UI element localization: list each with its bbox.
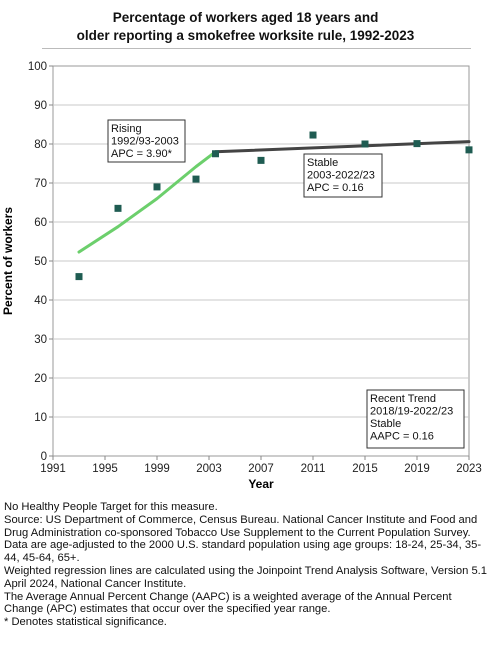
- annotation-text: APC = 0.16: [307, 182, 364, 194]
- x-tick-label: 1991: [40, 463, 66, 475]
- annotation-text: APC = 3.90*: [111, 148, 173, 160]
- annotation-text: AAPC = 0.16: [370, 431, 434, 443]
- y-tick-label: 90: [34, 100, 47, 112]
- y-tick-label: 50: [34, 256, 47, 268]
- y-tick-label: 0: [41, 451, 47, 463]
- x-tick-label: 2015: [352, 463, 378, 475]
- data-points: [75, 131, 473, 281]
- x-tick-label: 1999: [144, 463, 170, 475]
- chart: 0 10 20 30 40 50 60 70 80 90 100 1991 1995 1999 2003 2…: [1, 61, 482, 491]
- annotation-text: Rising: [111, 123, 142, 135]
- chart-title: Percentage of workers aged 18 years and …: [0, 9, 491, 45]
- y-tick-label: 100: [28, 61, 47, 73]
- chart-title-line-2: older reporting a smokefree worksite rul…: [76, 28, 415, 43]
- data-point: [257, 156, 265, 164]
- x-tick-label: 2003: [196, 463, 222, 475]
- annotation-text: Stable: [370, 418, 401, 430]
- x-axis-label: Year: [248, 477, 274, 491]
- data-point: [212, 150, 219, 158]
- x-tick-label: 2011: [301, 463, 326, 475]
- y-axis: 0 10 20 30 40 50 60 70 80 90 100: [28, 61, 53, 463]
- data-point: [413, 140, 421, 148]
- x-tick-label: 2007: [248, 463, 274, 475]
- y-tick-label: 10: [34, 412, 47, 424]
- data-point: [153, 183, 161, 191]
- x-tick-label: 2019: [404, 463, 430, 475]
- y-axis-label: Percent of workers: [1, 207, 15, 315]
- annotation-text: Recent Trend: [370, 393, 436, 405]
- title-divider: [42, 48, 471, 49]
- note-source: Source: US Department of Commerce, Censu…: [4, 513, 478, 539]
- y-tick-label: 60: [34, 217, 47, 229]
- annotation-text: 2003-2022/23: [307, 170, 375, 182]
- annotation-text: 1992/93-2003: [111, 136, 179, 148]
- trend-line-rising: [77, 150, 217, 254]
- data-point: [75, 273, 83, 281]
- note-target: No Healthy People Target for this measur…: [4, 501, 218, 513]
- y-tick-label: 20: [34, 373, 47, 385]
- note-regression: Weighted regression lines are calculated…: [4, 564, 487, 590]
- x-tick-label: 2023: [456, 463, 482, 475]
- data-point: [465, 146, 473, 154]
- y-tick-label: 30: [34, 334, 47, 346]
- note-age-adjustment: Data are age-adjusted to the 2000 U.S. s…: [4, 539, 482, 565]
- data-point: [361, 140, 369, 148]
- note-significance: * Denotes statistical significance.: [4, 616, 167, 629]
- annotation-text: Stable: [307, 157, 338, 169]
- x-axis: 1991 1995 1999 2003 2007 2011 2015 2019 2023: [40, 456, 482, 475]
- trend-lines: [77, 140, 471, 254]
- data-point: [192, 175, 200, 183]
- data-point: [309, 131, 317, 139]
- chart-title-line-1: Percentage of workers aged 18 years and: [112, 10, 379, 25]
- x-tick-label: 1995: [92, 463, 118, 475]
- y-tick-label: 80: [34, 139, 47, 151]
- annotation-text: 2018/19-2022/23: [370, 406, 453, 418]
- note-aapc: The Average Annual Percent Change (AAPC)…: [4, 590, 452, 616]
- footnotes: No Healthy People Target for this measur…: [4, 501, 488, 629]
- trend-line-stable: [214, 140, 471, 154]
- y-tick-label: 40: [34, 295, 47, 307]
- data-point: [114, 204, 122, 212]
- y-tick-label: 70: [34, 178, 47, 190]
